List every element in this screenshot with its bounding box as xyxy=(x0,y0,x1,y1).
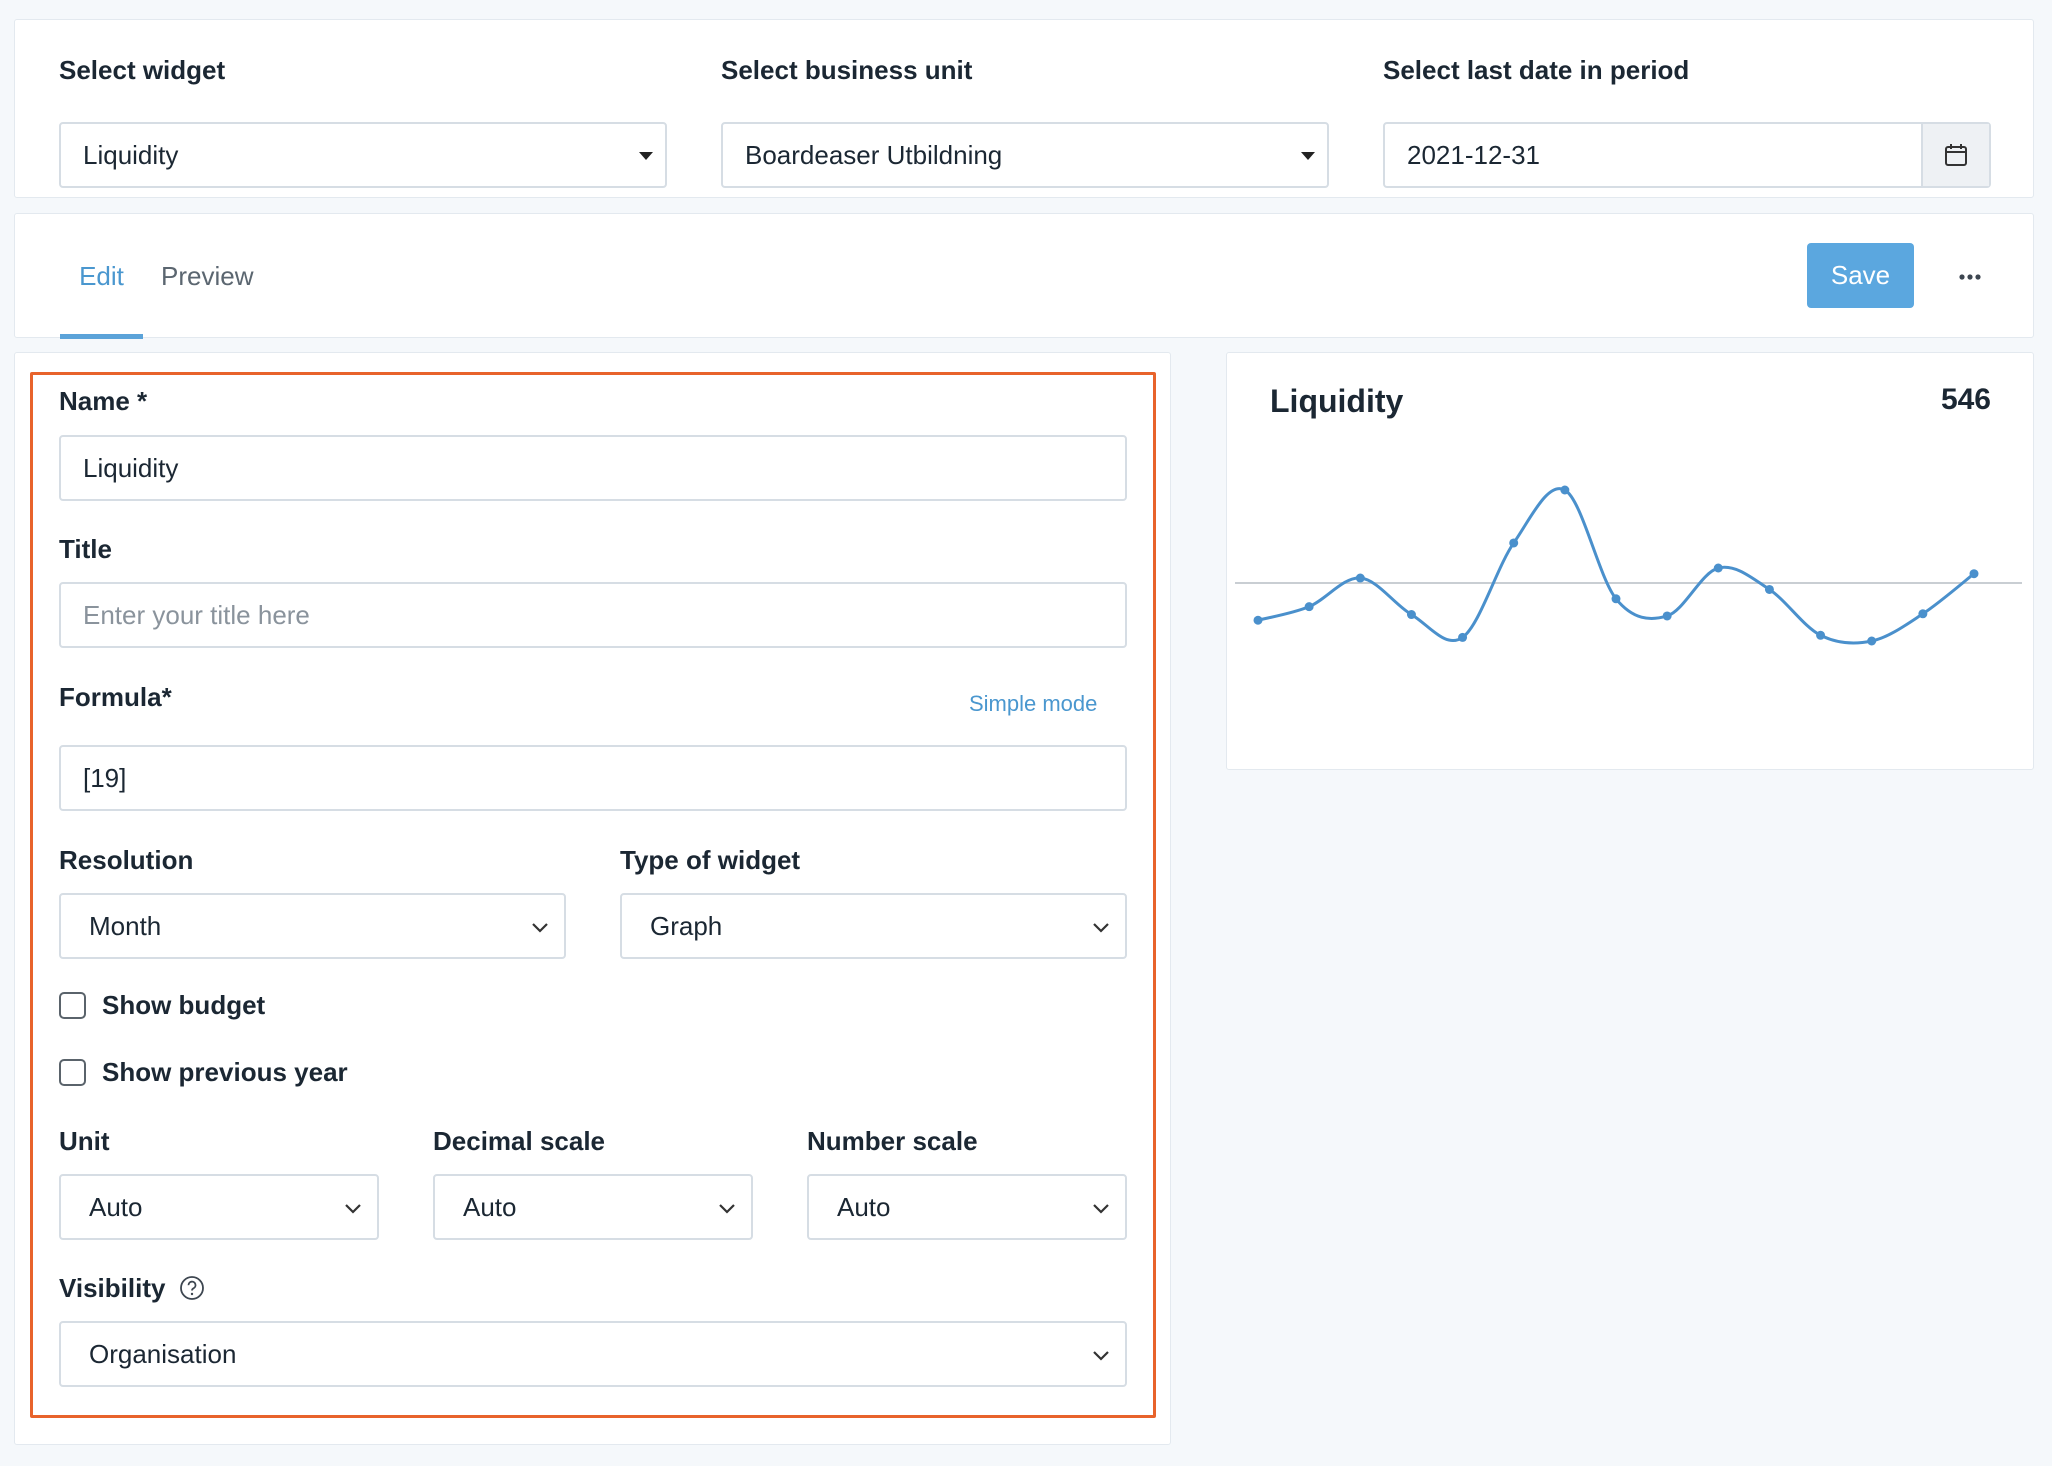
chevron-down-icon xyxy=(1093,1204,1109,1214)
calendar-button[interactable] xyxy=(1921,124,1989,186)
show-budget-checkbox[interactable] xyxy=(59,992,86,1019)
chart-point xyxy=(1816,630,1826,640)
last-date-picker[interactable]: 2021-12-31 xyxy=(1383,122,1991,188)
calendar-icon xyxy=(1945,144,1967,166)
more-options-button[interactable] xyxy=(1950,262,1990,292)
business-unit-select-value: Boardeaser Utbildning xyxy=(745,139,1003,170)
chevron-down-icon xyxy=(1093,923,1109,933)
last-date-filter: Select last date in period 2021-12-31 xyxy=(1383,54,1991,188)
chart-point xyxy=(1458,632,1468,642)
chart-point xyxy=(1764,584,1774,594)
preview-title: Liquidity xyxy=(1270,383,1404,419)
formula-input[interactable]: [19] xyxy=(59,745,1127,811)
widget-filter-label: Select widget xyxy=(59,55,226,85)
chart-point xyxy=(1713,563,1723,573)
filter-bar: Select widget Liquidity Select business … xyxy=(14,19,2034,198)
show-previous-year-checkbox[interactable] xyxy=(59,1059,86,1086)
chevron-down-icon xyxy=(345,1204,361,1214)
show-budget-row[interactable]: Show budget xyxy=(59,990,265,1021)
chevron-down-icon xyxy=(532,923,548,933)
unit-select[interactable]: Auto xyxy=(59,1174,379,1240)
decimal-scale-label: Decimal scale xyxy=(433,1126,606,1156)
chart-point xyxy=(1304,602,1314,612)
chart-series-line xyxy=(1257,487,1975,645)
chart-point xyxy=(1918,609,1928,619)
chart-point xyxy=(1509,538,1519,548)
editor-tabs-bar: Edit Preview Save xyxy=(14,213,2034,339)
business-unit-filter-label: Select business unit xyxy=(721,55,973,85)
visibility-label: Visibility xyxy=(59,1273,166,1303)
chart-point xyxy=(1253,615,1263,625)
unit-select-value: Auto xyxy=(89,1191,143,1222)
resolution-select[interactable]: Month xyxy=(59,893,566,959)
simple-mode-link[interactable]: Simple mode xyxy=(969,691,1098,716)
title-label: Title xyxy=(59,534,112,564)
number-scale-label: Number scale xyxy=(807,1126,978,1156)
formula-label: Formula* xyxy=(59,682,172,712)
liquidity-line-chart xyxy=(1235,485,2022,646)
last-date-filter-label: Select last date in period xyxy=(1383,55,1690,85)
chart-point xyxy=(1611,594,1621,604)
visibility-select-value: Organisation xyxy=(89,1338,237,1369)
widget-type-select-value: Graph xyxy=(650,910,723,941)
visibility-select[interactable]: Organisation xyxy=(59,1321,1127,1387)
widget-type-label: Type of widget xyxy=(620,845,801,875)
chart-point xyxy=(1867,636,1877,646)
tab-preview[interactable]: Preview xyxy=(161,261,254,291)
chart-point xyxy=(1355,573,1365,583)
caret-down-icon xyxy=(639,152,653,160)
show-budget-label: Show budget xyxy=(102,990,266,1020)
resolution-select-value: Month xyxy=(89,910,162,941)
show-previous-year-row[interactable]: Show previous year xyxy=(59,1057,348,1088)
save-button[interactable]: Save xyxy=(1807,243,1914,308)
number-scale-select-value: Auto xyxy=(837,1191,891,1222)
ellipsis-icon xyxy=(1959,274,1981,280)
visibility-label-row: Visibility xyxy=(59,1271,205,1305)
widget-type-select[interactable]: Graph xyxy=(620,893,1127,959)
widget-preview-card: Liquidity 546 xyxy=(1226,352,2034,770)
number-scale-select[interactable]: Auto xyxy=(807,1174,1127,1240)
caret-down-icon xyxy=(1301,152,1315,160)
chart-point xyxy=(1406,610,1416,620)
widget-form-highlight xyxy=(30,372,1156,1418)
chevron-down-icon xyxy=(719,1204,735,1214)
chevron-down-icon xyxy=(1093,1351,1109,1361)
widget-filter: Select widget Liquidity xyxy=(59,54,667,188)
chart-point xyxy=(1662,611,1672,621)
unit-label: Unit xyxy=(59,1126,110,1156)
last-date-input[interactable]: 2021-12-31 xyxy=(1407,139,1540,170)
business-unit-filter: Select business unit Boardeaser Utbildni… xyxy=(721,54,1329,188)
widget-select-value: Liquidity xyxy=(83,139,179,170)
widget-select[interactable]: Liquidity xyxy=(59,122,667,188)
title-input[interactable]: Enter your title here xyxy=(59,582,1127,648)
resolution-label: Resolution xyxy=(59,845,194,875)
business-unit-select[interactable]: Boardeaser Utbildning xyxy=(721,122,1329,188)
chart-point xyxy=(1560,485,1570,495)
name-input[interactable]: Liquidity xyxy=(59,435,1127,501)
decimal-scale-select[interactable]: Auto xyxy=(433,1174,753,1240)
name-label: Name * xyxy=(59,386,148,416)
preview-value: 546 xyxy=(1940,383,1991,416)
decimal-scale-select-value: Auto xyxy=(463,1191,517,1222)
show-previous-year-label: Show previous year xyxy=(102,1057,348,1087)
question-circle-icon[interactable] xyxy=(179,1275,205,1301)
tab-edit[interactable]: Edit xyxy=(60,214,143,339)
chart-point xyxy=(1969,569,1979,579)
